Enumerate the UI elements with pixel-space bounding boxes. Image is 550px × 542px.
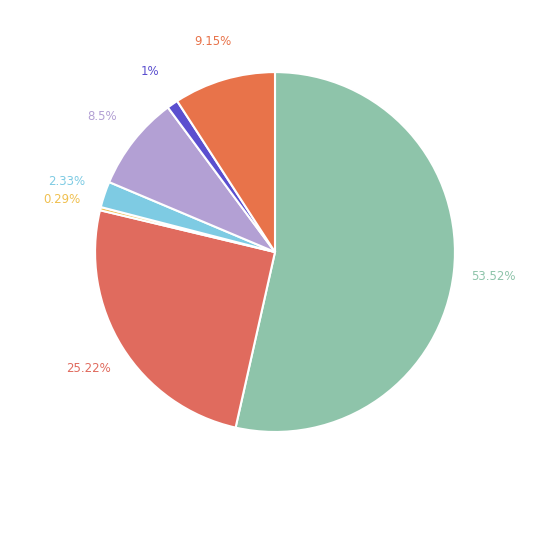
Wedge shape — [100, 207, 275, 252]
Wedge shape — [235, 72, 455, 432]
Wedge shape — [168, 101, 275, 252]
Text: 8.5%: 8.5% — [87, 110, 117, 123]
Wedge shape — [101, 182, 275, 252]
Wedge shape — [95, 210, 275, 428]
Wedge shape — [109, 107, 275, 252]
Text: 0.29%: 0.29% — [43, 192, 81, 205]
Text: 53.52%: 53.52% — [471, 270, 515, 283]
Wedge shape — [177, 72, 275, 252]
Text: 2.33%: 2.33% — [48, 175, 86, 188]
Text: 25.22%: 25.22% — [67, 362, 111, 375]
Text: 9.15%: 9.15% — [194, 35, 232, 48]
Text: 1%: 1% — [141, 65, 159, 78]
